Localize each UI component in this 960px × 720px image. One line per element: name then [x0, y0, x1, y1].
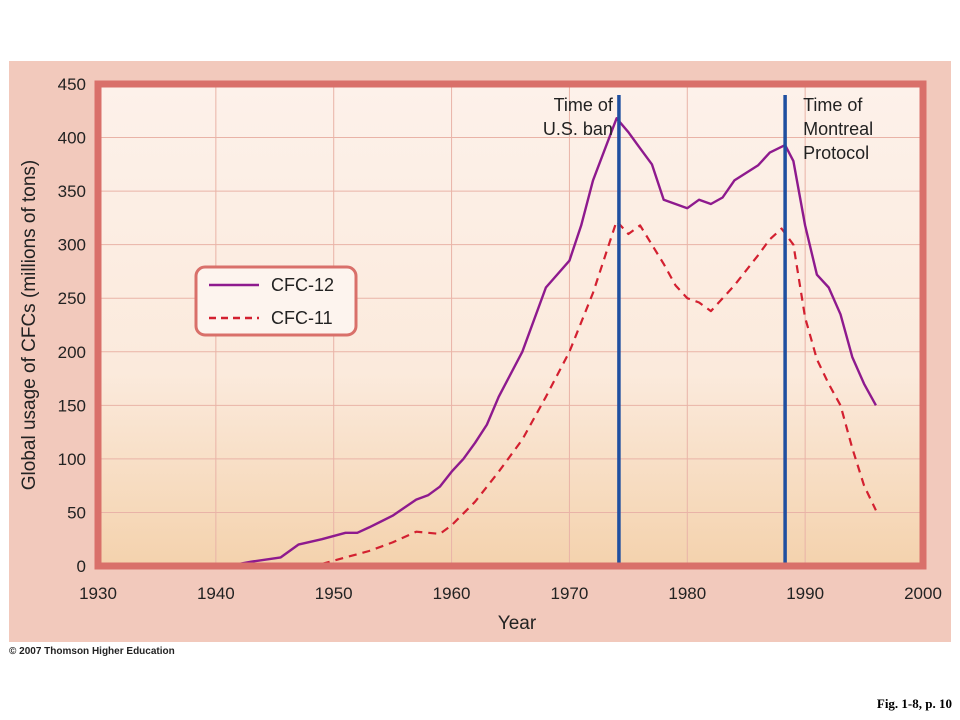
y-tick-label-350: 350	[58, 182, 86, 201]
y-tick-label-250: 250	[58, 289, 86, 308]
annotations: Time of U.S. ban Time of Montreal Protocol	[543, 95, 873, 163]
x-tick-label-1930: 1930	[79, 584, 117, 603]
annotation-2-line-1: Time of	[803, 95, 863, 115]
x-tick-label-1940: 1940	[197, 584, 235, 603]
tick-labels: 0 50 100 150 200 250 300 350 400 450 1930 1940 1950 1…	[58, 75, 942, 603]
copyright-text: © 2007 Thomson Higher Education	[9, 646, 175, 657]
x-tick-label-1950: 1950	[315, 584, 353, 603]
chart-panel: 0 50 100 150 200 250 300 350 400 450 1930 1940 1950 1…	[9, 61, 951, 642]
event-markers	[617, 95, 787, 566]
figure-reference: Fig. 1-8, p. 10	[876, 696, 952, 711]
x-tick-label-1960: 1960	[433, 584, 471, 603]
y-tick-label-0: 0	[77, 557, 86, 576]
legend: CFC-12 CFC-11	[194, 265, 358, 337]
x-tick-label-1990: 1990	[786, 584, 824, 603]
series-layer	[227, 117, 877, 568]
y-axis-title: Global usage of CFCs (millions of tons)	[19, 160, 40, 491]
cfc-usage-chart: 0 50 100 150 200 250 300 350 400 450 1930 1940 1950 1…	[19, 75, 942, 634]
annotation-2-line-2: Montreal	[803, 119, 873, 139]
y-tick-label-400: 400	[58, 129, 86, 148]
y-tick-label-150: 150	[58, 396, 86, 415]
series-line-cfc-11	[321, 220, 877, 565]
y-tick-label-200: 200	[58, 343, 86, 362]
y-tick-label-300: 300	[58, 236, 86, 255]
legend-label-cfc-11: CFC-11	[271, 308, 333, 328]
x-tick-label-1970: 1970	[551, 584, 589, 603]
series-line-cfc-12	[227, 117, 877, 568]
x-axis-title: Year	[498, 613, 537, 634]
annotation-2: Time of Montreal Protocol	[803, 95, 873, 163]
annotation-1-line-2: U.S. ban	[543, 119, 613, 139]
x-tick-label-2000: 2000	[904, 584, 942, 603]
y-tick-label-450: 450	[58, 75, 86, 94]
annotation-2-line-3: Protocol	[803, 143, 869, 163]
annotation-1-line-1: Time of	[554, 95, 614, 115]
y-tick-label-50: 50	[67, 503, 86, 522]
y-tick-label-100: 100	[58, 450, 86, 469]
annotation-1: Time of U.S. ban	[543, 95, 614, 139]
x-tick-label-1980: 1980	[668, 584, 706, 603]
plot-frame	[94, 80, 927, 570]
legend-label-cfc-12: CFC-12	[271, 275, 334, 295]
